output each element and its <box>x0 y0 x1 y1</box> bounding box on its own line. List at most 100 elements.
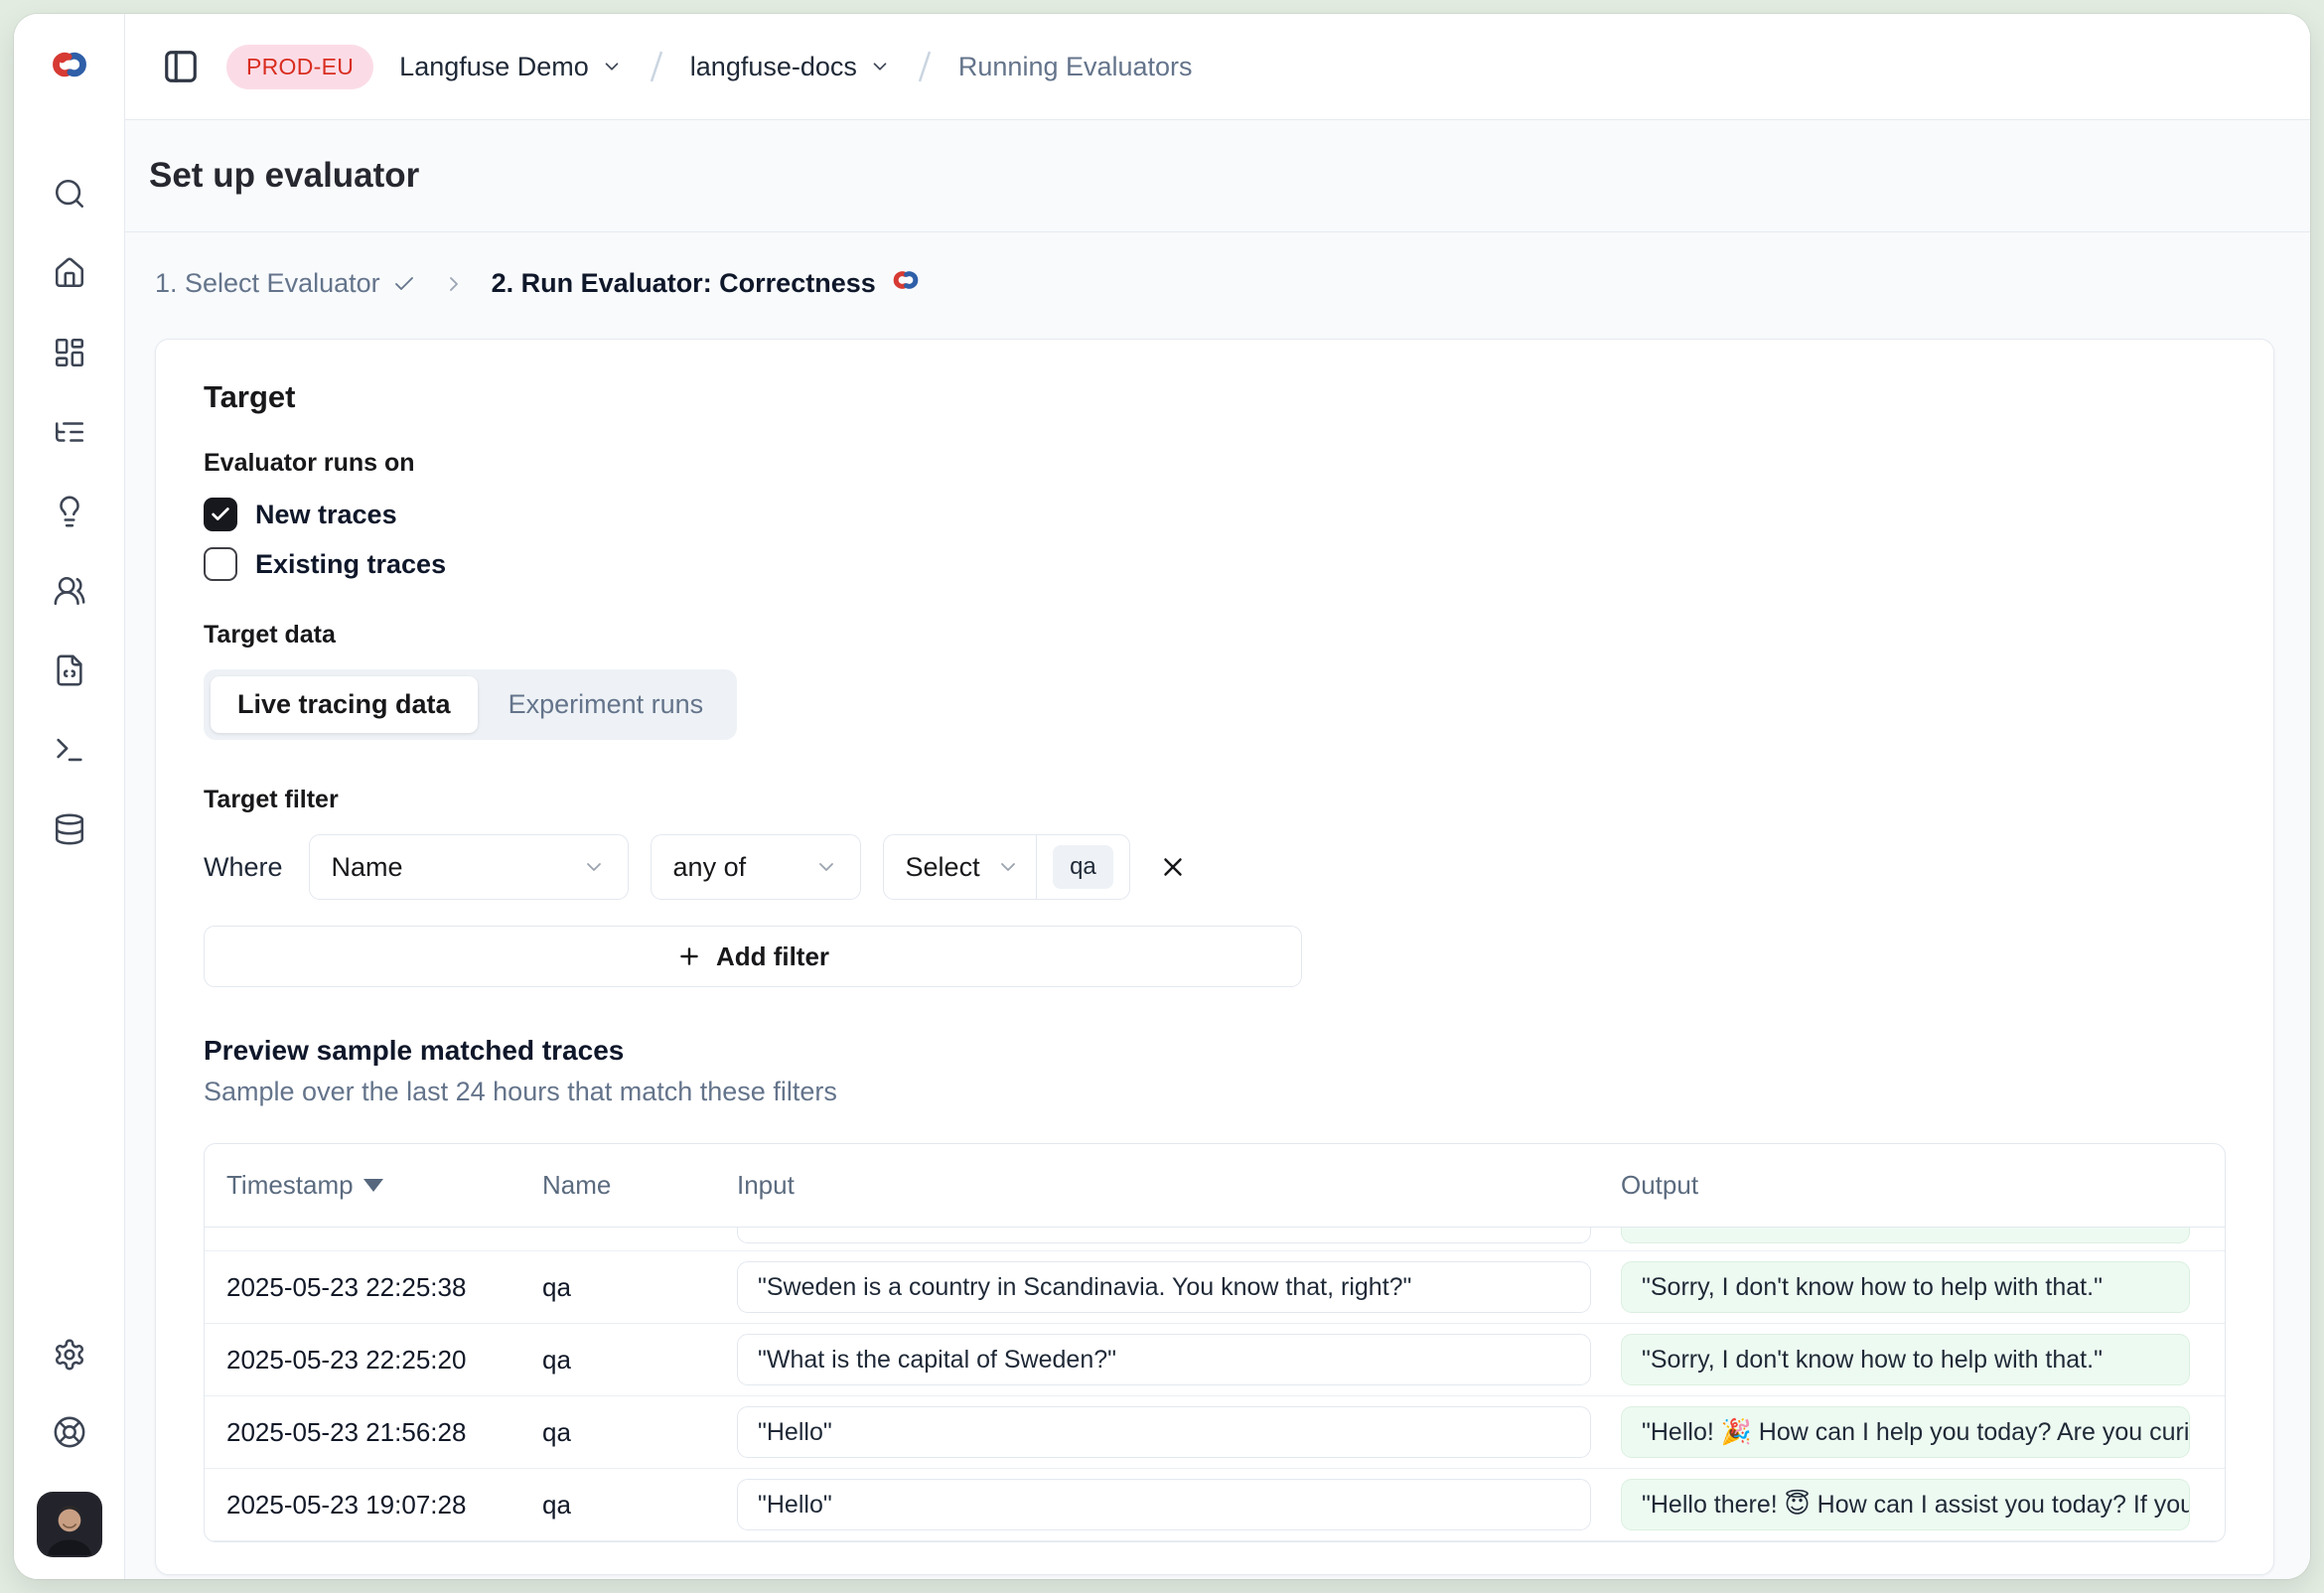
input-cell-pill: "Sweden is a country in Scandinavia. You… <box>737 1261 1591 1313</box>
table-row: 2025-05-23 22:25:20 qa "What is the capi… <box>205 1324 2225 1396</box>
input-cell-pill: "Hello" <box>737 1479 1591 1530</box>
target-card: Target Evaluator runs on New traces Exis… <box>155 339 2274 1575</box>
checkbox-existing-traces[interactable]: Existing traces <box>204 547 2226 581</box>
preview-title: Preview sample matched traces <box>204 1035 625 1066</box>
checkbox-new-traces[interactable]: New traces <box>204 498 2226 531</box>
checkbox-new-traces-label: New traces <box>255 499 397 529</box>
check-icon <box>394 276 413 290</box>
breadcrumb-project[interactable]: langfuse-docs <box>690 52 891 82</box>
tab-experiment-runs[interactable]: Experiment runs <box>482 676 731 733</box>
tracing-tree-icon[interactable] <box>50 412 89 452</box>
filter-value-select: Select qa <box>882 834 1130 900</box>
input-cell-pill <box>737 1228 1591 1243</box>
timestamp-cell: 2025-05-23 21:56:28 <box>226 1416 467 1447</box>
prompts-file-icon[interactable] <box>50 651 89 690</box>
home-icon[interactable] <box>50 253 89 293</box>
input-cell-pill: "What is the capital of Sweden?" <box>737 1334 1591 1385</box>
tab-live-tracing-data[interactable]: Live tracing data <box>211 676 478 733</box>
filter-operator-value: any of <box>672 851 747 882</box>
filter-value-trigger[interactable]: Select <box>906 852 1036 883</box>
filter-row: Where Name any of Select <box>204 834 2226 900</box>
output-cell-pill: "Sorry, I don't know how to help with th… <box>1621 1261 2190 1313</box>
name-cell: qa <box>542 1489 571 1520</box>
settings-gear-icon[interactable] <box>50 1335 89 1375</box>
name-cell: qa <box>542 1344 571 1375</box>
filter-column-value: Name <box>331 851 403 882</box>
output-cell-pill: "Sorry, I don't know how to help with th… <box>1621 1334 2190 1385</box>
timestamp-cell: 2025-05-23 22:25:38 <box>226 1271 467 1302</box>
traces-preview-table: Timestamp Name Input Output <box>204 1143 2226 1542</box>
timestamp-cell: 2025-05-23 19:07:28 <box>226 1489 467 1520</box>
timestamp-cell: 2025-05-23 22:25:20 <box>226 1344 467 1375</box>
name-cell: qa <box>542 1416 571 1447</box>
table-row-partial <box>205 1228 2225 1251</box>
breadcrumb-separator <box>649 48 664 85</box>
main-area: PROD-EU Langfuse Demo langfuse-docs Runn… <box>125 14 2310 1579</box>
chevron-down-icon <box>873 63 887 71</box>
filter-operator-select[interactable]: any of <box>650 834 861 900</box>
target-data-tabs: Live tracing data Experiment runs <box>204 669 738 740</box>
breadcrumb-project-label: langfuse-docs <box>689 51 857 81</box>
chevron-down-icon <box>1000 863 1015 871</box>
preview-subtitle: Sample over the last 24 hours that match… <box>204 1077 837 1106</box>
sidebar-nav <box>50 174 89 849</box>
breadcrumb-org-label: Langfuse Demo <box>399 51 589 81</box>
table-row: 2025-05-23 19:07:28 qa "Hello" "Hello th… <box>205 1469 2225 1541</box>
step2-label: 2. Run Evaluator: Correctness <box>491 268 876 298</box>
close-icon <box>1164 858 1182 876</box>
sidebar-toggle-icon[interactable] <box>161 47 201 86</box>
table-header: Timestamp Name Input Output <box>205 1144 2225 1228</box>
step1-label: 1. Select Evaluator <box>155 268 380 298</box>
search-icon[interactable] <box>50 174 89 214</box>
org-logo <box>14 14 124 120</box>
lightbulb-icon[interactable] <box>50 492 89 531</box>
breadcrumb-page: Running Evaluators <box>957 51 1193 81</box>
card-title: Target <box>204 379 296 414</box>
support-lifebuoy-icon[interactable] <box>50 1412 89 1452</box>
playground-terminal-icon[interactable] <box>50 730 89 770</box>
users-icon[interactable] <box>50 571 89 611</box>
breadcrumb-separator <box>917 48 933 85</box>
filter-column-select[interactable]: Name <box>308 834 629 900</box>
output-cell-pill <box>1621 1228 2190 1243</box>
column-header-output: Output <box>1621 1170 1699 1200</box>
input-cell-pill: "Hello" <box>737 1406 1591 1458</box>
datasets-database-icon[interactable] <box>50 809 89 849</box>
name-cell: qa <box>542 1271 571 1302</box>
sidebar <box>14 14 125 1579</box>
step-run-evaluator: 2. Run Evaluator: Correctness <box>492 264 922 303</box>
checkbox-unchecked-icon[interactable] <box>204 547 237 581</box>
column-header-timestamp-label: Timestamp <box>226 1170 354 1200</box>
evaluator-logo-icon <box>890 264 922 303</box>
chevron-right-icon <box>449 276 458 291</box>
add-filter-label: Add filter <box>715 941 830 971</box>
user-avatar[interactable] <box>36 1492 102 1557</box>
dashboard-icon[interactable] <box>50 333 89 372</box>
environment-badge: PROD-EU <box>226 44 374 89</box>
app-window: PROD-EU Langfuse Demo langfuse-docs Runn… <box>14 14 2310 1579</box>
filter-value-label: Select <box>905 851 980 882</box>
plus-icon <box>680 947 698 965</box>
remove-filter-button[interactable] <box>1158 852 1188 882</box>
column-header-timestamp[interactable]: Timestamp <box>205 1170 542 1201</box>
wizard-steps: 1. Select Evaluator 2. Run Evaluator: Co… <box>151 264 2274 303</box>
column-header-input: Input <box>737 1170 795 1200</box>
table-row: 2025-05-23 22:25:38 qa "Sweden is a coun… <box>205 1251 2225 1324</box>
page-title-bar: Set up evaluator <box>125 120 2310 232</box>
content: 1. Select Evaluator 2. Run Evaluator: Co… <box>125 232 2310 1579</box>
checkbox-checked-icon[interactable] <box>204 498 237 531</box>
filter-where-label: Where <box>204 851 283 882</box>
step-select-evaluator[interactable]: 1. Select Evaluator <box>155 268 416 299</box>
add-filter-button[interactable]: Add filter <box>204 926 1302 987</box>
filter-value-chip-qa[interactable]: qa <box>1053 845 1113 889</box>
breadcrumb-org[interactable]: Langfuse Demo <box>399 52 623 82</box>
table-row: 2025-05-23 21:56:28 qa "Hello" "Hello! 🎉… <box>205 1396 2225 1469</box>
output-cell-pill: "Hello! 🎉 How can I help you today? Are … <box>1621 1406 2190 1458</box>
langfuse-org-logo-icon <box>48 43 91 91</box>
sort-desc-icon <box>363 1179 383 1192</box>
top-header: PROD-EU Langfuse Demo langfuse-docs Runn… <box>125 14 2310 120</box>
divider <box>1035 835 1038 899</box>
filter-value-chips: qa <box>1037 845 1129 889</box>
column-header-name: Name <box>542 1170 612 1200</box>
